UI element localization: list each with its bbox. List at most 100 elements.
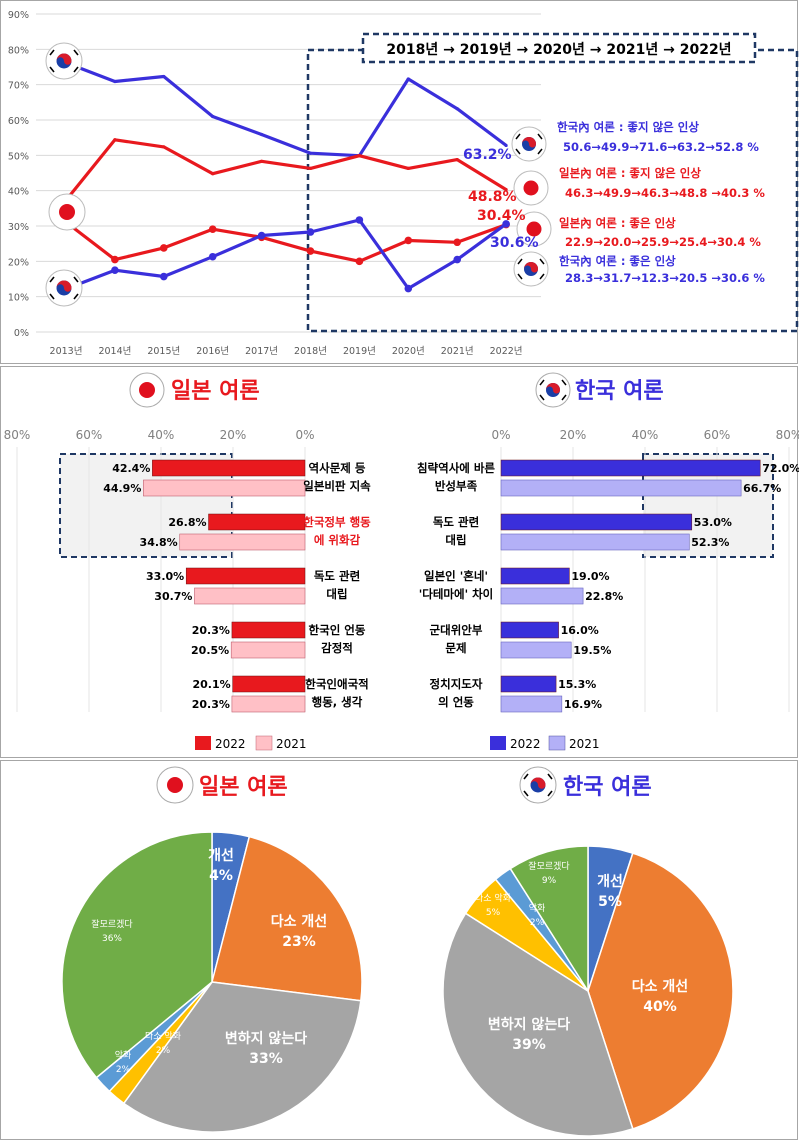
axis-tick-label: 0% bbox=[491, 428, 510, 442]
data-point bbox=[453, 255, 462, 264]
bar-2022 bbox=[500, 567, 570, 585]
annotation-values: 22.9→20.0→25.9→25.4→30.4 % bbox=[565, 235, 761, 249]
category-label: 문제 bbox=[445, 641, 466, 655]
point-label-kr-pos: 30.6% bbox=[490, 235, 539, 251]
pie-label: 변하지 않는다 bbox=[225, 1030, 307, 1047]
value-label: 16.9% bbox=[564, 698, 602, 711]
legend-swatch-2022 bbox=[490, 736, 506, 750]
data-point bbox=[160, 244, 168, 252]
series-line-kr_pos bbox=[65, 218, 508, 291]
x-tick-label: 2020년 bbox=[392, 346, 425, 357]
pie-slice bbox=[211, 835, 363, 1002]
data-point bbox=[504, 143, 508, 148]
japan-flag-icon bbox=[129, 372, 165, 408]
category-label: '다테마에' 차이 bbox=[419, 587, 494, 601]
bar-2022 bbox=[232, 675, 306, 693]
annotation-values: 46.3→49.9→46.3→48.8 →40.3 % bbox=[565, 186, 765, 200]
period-label-box bbox=[361, 32, 757, 64]
data-point bbox=[502, 220, 510, 228]
data-point bbox=[455, 157, 459, 162]
category-label: 독도 관련 bbox=[433, 515, 479, 529]
y-tick-label: 70% bbox=[8, 81, 29, 92]
bar-2021 bbox=[179, 533, 306, 551]
pie-slice bbox=[509, 845, 589, 994]
y-tick-label: 40% bbox=[8, 187, 29, 198]
korea-flag-icon bbox=[45, 269, 83, 307]
pie-label: 다소 악화 bbox=[145, 1030, 181, 1042]
bar-charts: 일본 여론 한국 여론 80% 60% 40% 20% 0% 42.4% 44.9% 역사문제… bbox=[4, 372, 800, 751]
category-label: 일본인 '혼네' bbox=[424, 569, 488, 583]
x-tick-label: 2019년 bbox=[343, 346, 376, 357]
y-tick-label: 20% bbox=[8, 257, 29, 268]
japan-flag-icon bbox=[513, 170, 549, 206]
bar-2021 bbox=[500, 641, 572, 659]
data-point bbox=[211, 114, 215, 119]
legend-label: 2022 bbox=[215, 737, 246, 751]
pie-value: 36% bbox=[102, 934, 122, 944]
category-label: 에 위화감 bbox=[314, 533, 361, 547]
data-point bbox=[355, 257, 364, 266]
pie-label: 악화 bbox=[115, 1049, 132, 1061]
pie-slice bbox=[122, 981, 362, 1133]
annotation-title: 한국內 여론 : 좋은 인상 bbox=[559, 254, 676, 268]
value-label: 19.5% bbox=[573, 644, 611, 657]
pie-label: 변하지 않는다 bbox=[488, 1016, 570, 1033]
category-label: 군대위안부 bbox=[430, 623, 483, 637]
korea-bar-title: 한국 여론 bbox=[575, 379, 664, 404]
bar-2022 bbox=[500, 459, 761, 477]
pie-value: 4% bbox=[209, 868, 233, 884]
data-point bbox=[113, 79, 117, 84]
series-line-jp_pos bbox=[65, 220, 507, 263]
value-label: 44.9% bbox=[103, 482, 141, 495]
line-chart: 0% 10% 20% 30% 40% 50% 60% 70% 80% 90% 2013년 2014년… bbox=[8, 10, 799, 357]
value-label: 66.7% bbox=[743, 482, 781, 495]
pie-value: 40% bbox=[643, 999, 677, 1015]
value-label: 26.8% bbox=[168, 516, 206, 529]
axis-tick-label: 0% bbox=[295, 428, 314, 442]
axis-tick-label: 20% bbox=[220, 428, 247, 442]
data-point bbox=[308, 166, 313, 171]
data-point bbox=[308, 151, 313, 155]
pie-value: 33% bbox=[249, 1051, 283, 1067]
value-label: 20.3% bbox=[192, 698, 230, 711]
legend-swatch-2022 bbox=[195, 736, 211, 750]
value-label: 52.3% bbox=[691, 536, 729, 549]
value-label: 34.8% bbox=[140, 536, 178, 549]
korea-flag-icon bbox=[513, 251, 549, 287]
value-label: 30.7% bbox=[154, 590, 192, 603]
value-label: 20.5% bbox=[191, 644, 229, 657]
y-tick-label: 60% bbox=[8, 116, 29, 127]
x-tick-label: 2021년 bbox=[441, 346, 474, 357]
pie-value: 2% bbox=[156, 1046, 171, 1056]
legend-label: 2021 bbox=[276, 737, 307, 751]
data-point bbox=[162, 74, 166, 79]
data-point bbox=[260, 132, 264, 137]
pie-value: 9% bbox=[542, 876, 557, 886]
data-point bbox=[355, 216, 364, 224]
y-tick-label: 80% bbox=[8, 45, 29, 56]
bar-2021 bbox=[500, 695, 563, 713]
pie-value: 2% bbox=[116, 1065, 131, 1075]
annotation-values: 28.3→31.7→12.3→20.5 →30.6 % bbox=[565, 271, 765, 285]
data-point bbox=[404, 284, 413, 293]
x-tick-label: 2017년 bbox=[245, 346, 278, 357]
x-tick-label: 2018년 bbox=[294, 346, 327, 357]
annotation-values: 50.6→49.9→71.6→63.2→52.8 % bbox=[563, 140, 759, 154]
data-point bbox=[162, 145, 166, 149]
bar-2022 bbox=[231, 621, 306, 639]
data-point bbox=[211, 172, 215, 176]
pie-label: 악화 bbox=[529, 902, 546, 914]
point-label-kr-neg: 63.2% bbox=[463, 147, 512, 163]
pie-label: 다소 악화 bbox=[475, 892, 511, 904]
data-point bbox=[406, 77, 410, 81]
data-point bbox=[113, 138, 117, 142]
japan-flag-icon bbox=[156, 766, 194, 804]
bar-2022 bbox=[500, 621, 559, 639]
japan-flag-icon bbox=[48, 193, 86, 231]
pie-slice bbox=[587, 852, 734, 1130]
legend-label: 2021 bbox=[569, 737, 600, 751]
x-tick-label: 2015년 bbox=[147, 346, 180, 357]
y-tick-label: 10% bbox=[8, 293, 29, 304]
annotation-title: 일본內 여론 : 좋은 인상 bbox=[559, 216, 676, 230]
data-point bbox=[111, 255, 119, 264]
